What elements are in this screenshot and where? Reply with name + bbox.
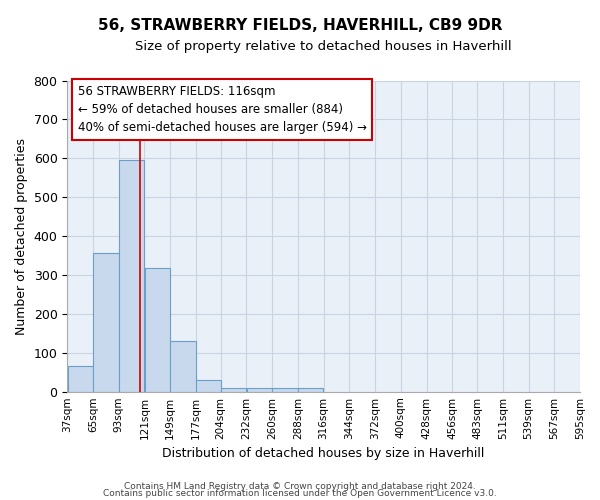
Bar xyxy=(145,268,170,392)
Text: 56 STRAWBERRY FIELDS: 116sqm
← 59% of detached houses are smaller (884)
40% of s: 56 STRAWBERRY FIELDS: 116sqm ← 59% of de… xyxy=(77,85,367,134)
Text: 56, STRAWBERRY FIELDS, HAVERHILL, CB9 9DR: 56, STRAWBERRY FIELDS, HAVERHILL, CB9 9D… xyxy=(98,18,502,32)
Bar xyxy=(119,160,144,392)
Bar xyxy=(298,388,323,392)
Text: Contains HM Land Registry data © Crown copyright and database right 2024.: Contains HM Land Registry data © Crown c… xyxy=(124,482,476,491)
Text: Contains public sector information licensed under the Open Government Licence v3: Contains public sector information licen… xyxy=(103,489,497,498)
Bar xyxy=(68,366,93,392)
Title: Size of property relative to detached houses in Haverhill: Size of property relative to detached ho… xyxy=(136,40,512,53)
Bar xyxy=(272,388,298,392)
Bar xyxy=(93,253,119,392)
X-axis label: Distribution of detached houses by size in Haverhill: Distribution of detached houses by size … xyxy=(163,447,485,460)
Bar xyxy=(221,388,246,392)
Y-axis label: Number of detached properties: Number of detached properties xyxy=(15,138,28,334)
Bar xyxy=(196,380,221,392)
Bar xyxy=(170,341,196,392)
Bar xyxy=(247,388,272,392)
